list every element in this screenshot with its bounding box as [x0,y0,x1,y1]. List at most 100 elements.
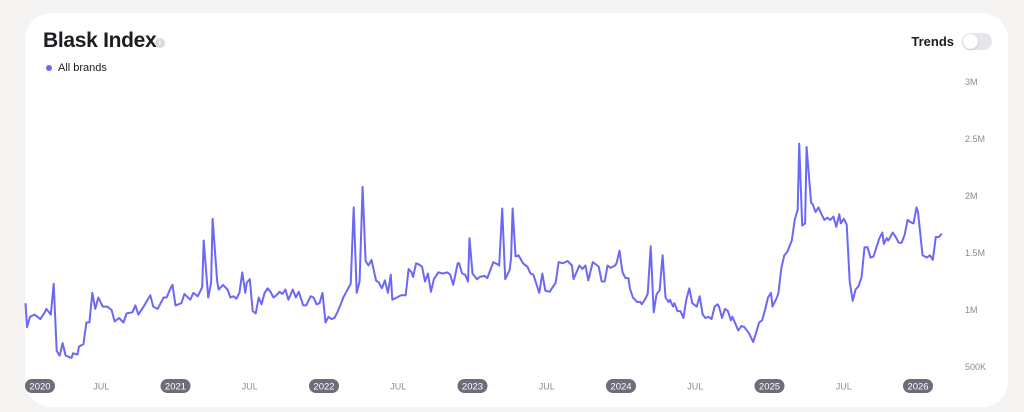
data-point[interactable] [73,350,81,358]
data-point[interactable] [384,289,392,297]
data-point[interactable] [108,306,116,314]
data-point[interactable] [302,301,310,309]
data-point[interactable] [342,288,350,296]
data-point[interactable] [353,289,361,297]
data-point[interactable] [430,275,438,283]
data-point[interactable] [791,216,799,224]
data-point[interactable] [552,279,560,287]
data-point[interactable] [94,293,102,301]
data-point[interactable] [140,301,148,309]
data-point[interactable] [788,236,796,244]
data-point[interactable] [402,291,410,299]
legend[interactable]: All brands [46,62,107,74]
data-point[interactable] [938,230,946,238]
data-point[interactable] [815,203,823,211]
data-point[interactable] [538,270,546,278]
data-point[interactable] [409,273,417,281]
data-point[interactable] [601,278,609,286]
data-point[interactable] [670,299,678,307]
data-point[interactable] [650,308,658,316]
data-point[interactable] [846,278,854,286]
data-point[interactable] [728,313,736,321]
data-point[interactable] [186,296,194,304]
data-point[interactable] [258,300,266,308]
data-point[interactable] [613,259,621,267]
data-point[interactable] [204,293,212,301]
data-point[interactable] [387,271,395,279]
data-point[interactable] [180,290,188,298]
data-point[interactable] [676,307,684,315]
data-point[interactable] [238,268,246,276]
data-point[interactable] [310,293,318,301]
data-point[interactable] [917,236,925,244]
data-point[interactable] [774,289,782,297]
data-point[interactable] [446,271,454,279]
data-point[interactable] [85,319,93,327]
data-point[interactable] [146,291,154,299]
data-point[interactable] [47,311,55,319]
data-point[interactable] [50,280,58,288]
data-point[interactable] [644,290,652,298]
data-point[interactable] [794,206,802,214]
data-point[interactable] [693,303,701,311]
data-point[interactable] [154,305,162,313]
data-point[interactable] [523,263,531,271]
trends-toggle[interactable] [962,33,992,50]
data-point[interactable] [495,262,503,270]
data-point[interactable] [783,248,791,256]
data-point[interactable] [427,288,435,296]
data-point[interactable] [464,278,472,286]
data-point[interactable] [59,339,67,347]
data-point[interactable] [356,278,364,286]
data-point[interactable] [855,282,863,290]
data-point[interactable] [777,264,785,272]
data-point[interactable] [281,285,289,293]
data-point[interactable] [659,251,667,259]
data-point[interactable] [803,143,811,151]
data-point[interactable] [246,275,254,283]
data-point[interactable] [316,299,324,307]
data-point[interactable] [509,205,517,213]
data-point[interactable] [209,215,217,223]
data-point[interactable] [758,316,766,324]
data-point[interactable] [679,314,687,322]
data-point[interactable] [333,308,341,316]
data-point[interactable] [163,293,171,301]
data-point[interactable] [515,251,523,259]
data-point[interactable] [914,208,922,216]
data-point[interactable] [79,340,87,348]
data-point[interactable] [568,262,576,270]
data-point[interactable] [336,301,344,309]
data-point[interactable] [581,262,589,270]
data-point[interactable] [295,288,303,296]
data-point[interactable] [864,243,872,251]
data-point[interactable] [23,323,31,331]
data-point[interactable] [169,281,177,289]
data-point[interactable] [884,236,892,244]
data-point[interactable] [768,303,776,311]
data-point[interactable] [223,285,231,293]
data-point[interactable] [529,271,537,279]
data-point[interactable] [626,284,634,292]
data-point[interactable] [569,275,577,283]
data-point[interactable] [901,231,909,239]
data-point[interactable] [718,314,726,322]
data-point[interactable] [347,280,355,288]
data-point[interactable] [319,289,327,297]
data-point[interactable] [381,276,389,284]
data-point[interactable] [350,203,358,211]
data-point[interactable] [461,271,469,279]
data-point[interactable] [198,283,206,291]
data-point[interactable] [483,274,491,282]
data-point[interactable] [624,274,632,282]
data-point[interactable] [36,315,44,323]
data-point[interactable] [177,299,185,307]
data-point[interactable] [501,275,509,283]
data-point[interactable] [801,219,809,227]
data-point[interactable] [647,242,655,250]
data-point[interactable] [200,236,208,244]
data-point[interactable] [241,289,249,297]
data-point[interactable] [910,219,918,227]
data-point[interactable] [656,287,664,295]
data-point[interactable] [486,266,494,274]
